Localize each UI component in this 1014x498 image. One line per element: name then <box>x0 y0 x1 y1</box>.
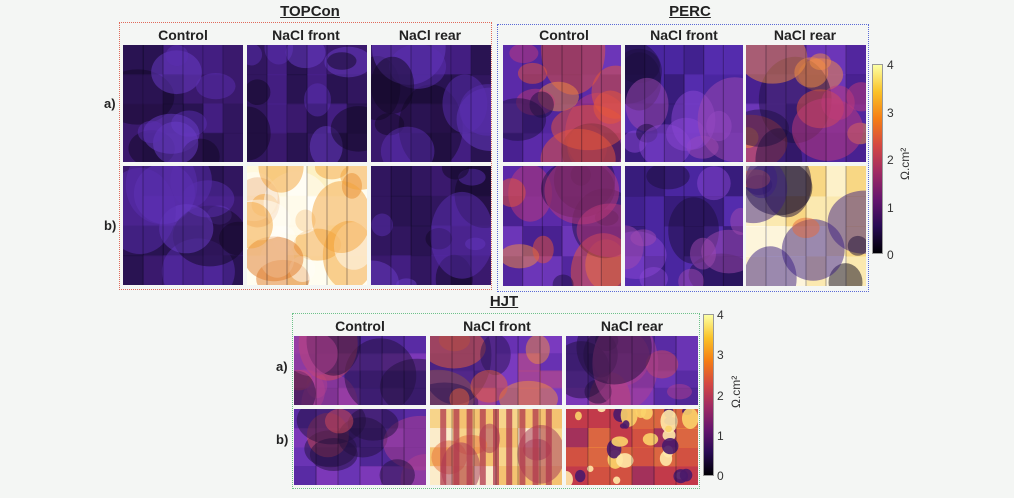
hjt-a-nacl-front-map <box>430 336 562 405</box>
hjt-colorbar-unit: Ω.cm² <box>729 375 743 408</box>
hjt-colorbar-tick-1: 1 <box>717 429 724 443</box>
perc-a-nacl-rear-map <box>746 45 866 162</box>
topcon-frame <box>119 22 492 290</box>
perc-colorbar-tick-0: 0 <box>887 248 894 262</box>
hjt-b-nacl-front-map <box>430 409 562 485</box>
perc-b-nacl-rear-map <box>746 166 866 286</box>
hjt-title: HJT <box>489 293 519 310</box>
topcon-row-b: b) <box>104 218 117 233</box>
topcon-a-nacl-rear-map <box>371 45 491 162</box>
hjt-colorbar <box>703 314 714 476</box>
hjt-col-control: Control <box>335 318 385 334</box>
hjt-colorbar-tick-3: 3 <box>717 348 724 362</box>
perc-colorbar <box>872 64 883 254</box>
perc-b-nacl-front-map <box>625 166 743 286</box>
perc-colorbar-tick-2: 2 <box>887 153 894 167</box>
hjt-row-b: b) <box>276 432 289 447</box>
hjt-col-nacl-rear: NaCl rear <box>600 318 664 334</box>
hjt-row-a: a) <box>276 359 288 374</box>
topcon-col-control: Control <box>158 27 208 43</box>
perc-col-nacl-rear: NaCl rear <box>773 27 837 43</box>
hjt-b-control-map <box>294 409 426 485</box>
topcon-col-nacl-rear: NaCl rear <box>398 27 462 43</box>
topcon-a-nacl-front-map <box>247 45 367 162</box>
perc-colorbar-tick-3: 3 <box>887 106 894 120</box>
perc-b-control-map <box>503 166 621 286</box>
perc-colorbar-unit: Ω.cm² <box>898 147 912 180</box>
perc-title: PERC <box>669 3 711 20</box>
hjt-a-control-map <box>294 336 426 405</box>
perc-col-nacl-front: NaCl front <box>650 27 718 43</box>
hjt-col-nacl-front: NaCl front <box>463 318 531 334</box>
hjt-colorbar-tick-2: 2 <box>717 389 724 403</box>
topcon-col-nacl-front: NaCl front <box>272 27 340 43</box>
topcon-b-nacl-front-map <box>247 166 367 285</box>
topcon-a-control-map <box>123 45 243 162</box>
perc-col-control: Control <box>539 27 589 43</box>
hjt-colorbar-tick-4: 4 <box>717 308 724 322</box>
perc-colorbar-tick-1: 1 <box>887 201 894 215</box>
topcon-b-control-map <box>123 166 243 285</box>
topcon-row-a: a) <box>104 96 116 111</box>
hjt-frame <box>292 313 700 489</box>
hjt-colorbar-tick-0: 0 <box>717 469 724 483</box>
topcon-b-nacl-rear-map <box>371 166 491 285</box>
perc-a-control-map <box>503 45 621 162</box>
perc-colorbar-tick-4: 4 <box>887 58 894 72</box>
topcon-title: TOPCon <box>280 3 340 20</box>
hjt-b-nacl-rear-map <box>566 409 698 485</box>
hjt-a-nacl-rear-map <box>566 336 698 405</box>
perc-frame <box>497 24 869 292</box>
perc-a-nacl-front-map <box>625 45 743 162</box>
